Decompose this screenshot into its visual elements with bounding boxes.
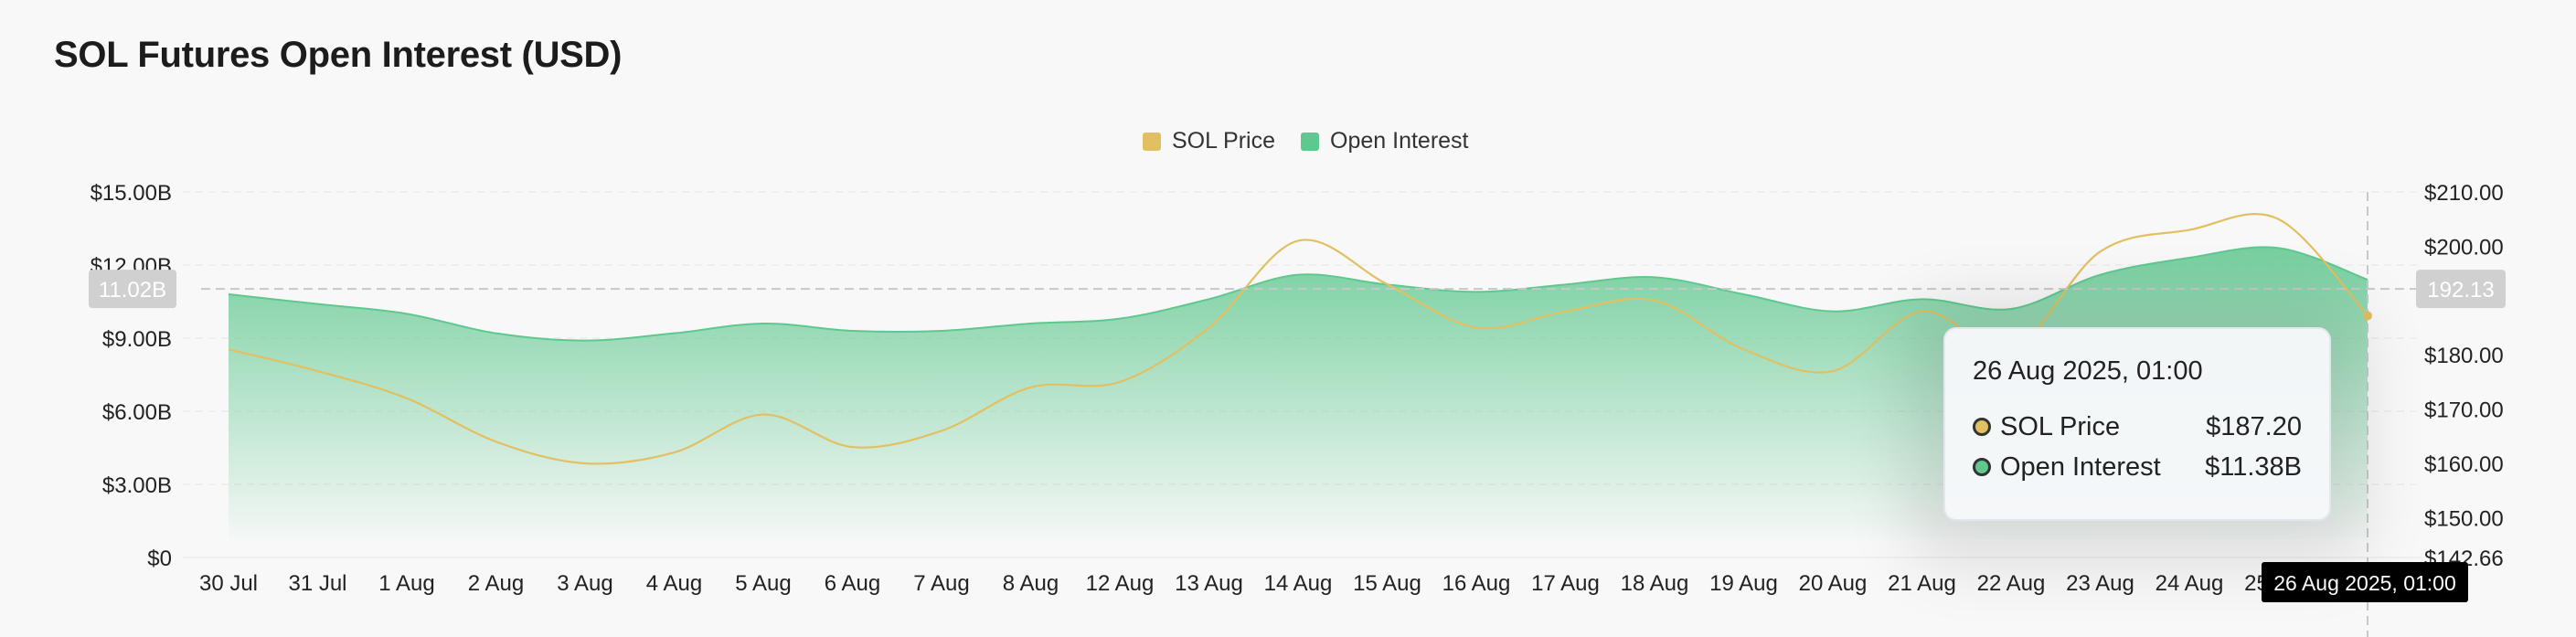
legend-item-sol-price[interactable]: SOL Price xyxy=(1143,128,1275,154)
x-axis-tick-label: 17 Aug xyxy=(1531,571,1600,596)
crosshair-left-label-bg xyxy=(89,270,176,309)
crosshair-x-label: 26 Aug 2025, 01:00 xyxy=(2273,571,2456,595)
right-axis-tick-label: $210.00 xyxy=(2424,181,2504,206)
open-interest-area xyxy=(229,247,2368,539)
right-axis-tick-label: $160.00 xyxy=(2424,452,2504,477)
x-axis-tick-label: 7 Aug xyxy=(913,571,969,596)
legend-swatch-open-interest xyxy=(1301,132,1320,151)
chart-legend: SOL Price Open Interest xyxy=(1143,128,1469,154)
tooltip-label-sol-price: SOL Price xyxy=(2000,411,2121,441)
x-axis-tick-label: 30 Jul xyxy=(199,571,258,596)
legend-item-open-interest[interactable]: Open Interest xyxy=(1301,128,1469,154)
left-axis-tick-label: $3.00B xyxy=(102,473,172,498)
x-axis-tick-label: 31 Jul xyxy=(288,571,346,596)
crosshair-right-label-bg xyxy=(2416,270,2506,309)
crosshair-right-label: 192.13 xyxy=(2427,278,2494,303)
x-axis-tick-label: 20 Aug xyxy=(1799,571,1868,596)
x-axis-tick-label: 4 Aug xyxy=(646,571,702,596)
left-axis-tick-label: $6.00B xyxy=(102,400,172,425)
right-axis-tick-label: $200.00 xyxy=(2424,235,2504,260)
left-axis-tick-label: $0 xyxy=(147,547,172,571)
legend-label-sol-price: SOL Price xyxy=(1172,128,1276,154)
x-axis-tick-label: 6 Aug xyxy=(825,571,880,596)
x-axis-tick-label: 3 Aug xyxy=(557,571,612,596)
x-axis-tick-label: 14 Aug xyxy=(1264,571,1333,596)
tooltip-row-open-interest: Open Interest $11.38B xyxy=(1973,447,2302,487)
crosshair-left-label: 11.02B xyxy=(99,278,166,303)
x-axis-tick-label: 8 Aug xyxy=(1003,571,1059,596)
tooltip-title: 26 Aug 2025, 01:00 xyxy=(1973,356,2203,386)
x-axis-tick-label: 15 Aug xyxy=(1353,571,1421,596)
x-axis-tick-label: 2 Aug xyxy=(468,571,524,596)
x-axis-tick-label: 16 Aug xyxy=(1442,571,1511,596)
x-axis-tick-label: 19 Aug xyxy=(1709,571,1778,596)
tooltip-value-open-interest: $11.38B xyxy=(2205,451,2302,482)
tooltip-dot-open-interest xyxy=(1973,458,1991,476)
x-axis-tick-label: 13 Aug xyxy=(1175,571,1243,596)
x-axis-tick-label: 5 Aug xyxy=(735,571,791,596)
tooltip-row-sol-price: SOL Price $187.20 xyxy=(1973,407,2302,447)
x-axis-tick-label: 21 Aug xyxy=(1888,571,1956,596)
chart-title: SOL Futures Open Interest (USD) xyxy=(54,35,623,75)
tooltip-label-open-interest: Open Interest xyxy=(2000,451,2161,482)
left-axis-tick-label: $9.00B xyxy=(102,327,172,352)
right-axis-tick-label: $180.00 xyxy=(2424,344,2504,368)
x-axis-tick-label: 24 Aug xyxy=(2156,571,2224,596)
sol-price-point xyxy=(2363,311,2372,321)
x-axis-tick-label: 23 Aug xyxy=(2066,571,2134,596)
x-axis-tick-label: 12 Aug xyxy=(1086,571,1155,596)
crosshair-x-label-bg xyxy=(2262,562,2468,602)
x-axis-tick-label: 18 Aug xyxy=(1621,571,1689,596)
right-axis-tick-label: $150.00 xyxy=(2424,506,2504,531)
open-interest-line xyxy=(228,246,2368,342)
tooltip-value-sol-price: $187.20 xyxy=(2206,411,2302,441)
legend-swatch-sol-price xyxy=(1143,132,1161,151)
chart-tooltip: 26 Aug 2025, 01:00 SOL Price $187.20 Ope… xyxy=(1943,327,2331,521)
right-axis-tick-label: $170.00 xyxy=(2424,398,2504,423)
x-axis-tick-label: 22 Aug xyxy=(1977,571,2046,596)
left-axis-tick-label: $15.00B xyxy=(90,181,172,206)
tooltip-dot-sol-price xyxy=(1973,418,1991,436)
legend-label-open-interest: Open Interest xyxy=(1330,128,1469,154)
x-axis-tick-label: 1 Aug xyxy=(378,571,434,596)
